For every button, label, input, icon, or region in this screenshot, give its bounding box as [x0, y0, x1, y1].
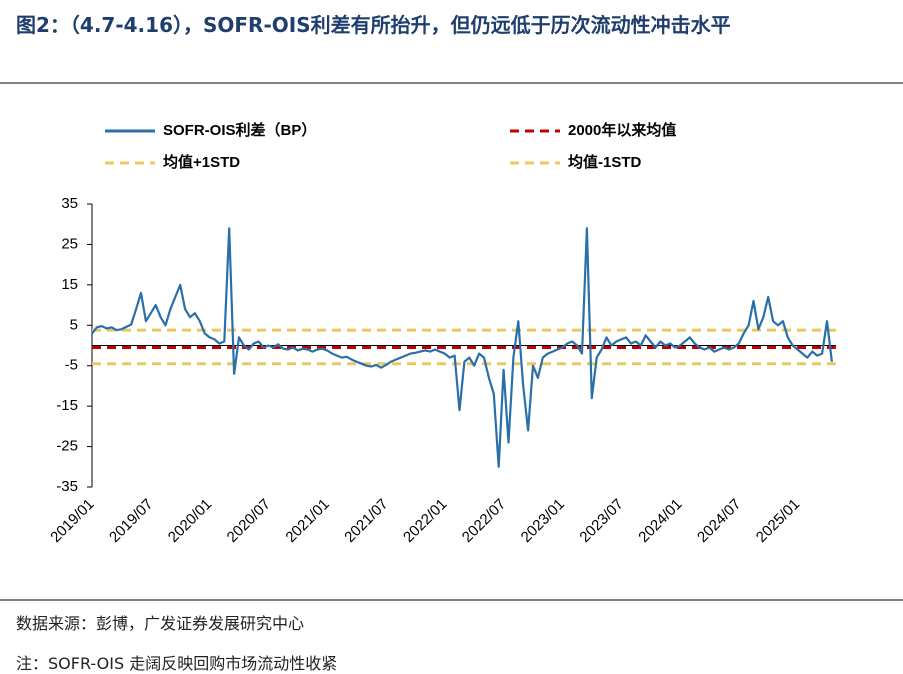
x-tick-label: 2025/01: [753, 496, 803, 546]
y-tick-label: 25: [61, 235, 78, 252]
y-tick-label: -15: [56, 397, 78, 414]
legend-label: SOFR-OIS利差（BP）: [163, 121, 316, 139]
data-line: [91, 227, 833, 468]
legend-label: 均值+1STD: [163, 153, 240, 171]
x-tick-label: 2024/07: [694, 496, 744, 546]
y-tick-label: 35: [61, 195, 78, 212]
x-tick-label: 2019/01: [47, 496, 97, 546]
x-tick-label: 2021/01: [282, 496, 332, 546]
note: 注：SOFR-OIS 走阔反映回购市场流动性收紧: [16, 654, 338, 673]
x-tick-label: 2023/01: [518, 496, 568, 546]
legend-label: 均值-1STD: [568, 153, 642, 171]
x-tick-label: 2022/01: [400, 496, 450, 546]
x-tick-label: 2020/01: [165, 496, 215, 546]
y-tick-label: 15: [61, 276, 78, 293]
x-tick-label: 2020/07: [224, 496, 274, 546]
x-tick-label: 2024/01: [635, 496, 685, 546]
figure-title: 图2：（4.7-4.16），SOFR-OIS利差有所抬升，但仍远低于历次流动性冲…: [16, 13, 731, 37]
x-tick-label: 2022/07: [459, 496, 509, 546]
legend-label: 2000年以来均值: [568, 121, 676, 139]
y-tick-label: -5: [65, 357, 78, 374]
x-tick-label: 2019/07: [106, 496, 156, 546]
y-tick-label: -25: [56, 438, 78, 455]
x-tick-label: 2021/07: [341, 496, 391, 546]
y-tick-label: 5: [70, 316, 78, 333]
x-tick-label: 2023/07: [576, 496, 626, 546]
y-tick-label: -35: [56, 478, 78, 495]
source: 数据来源：彭博，广发证券发展研究中心: [16, 614, 305, 633]
